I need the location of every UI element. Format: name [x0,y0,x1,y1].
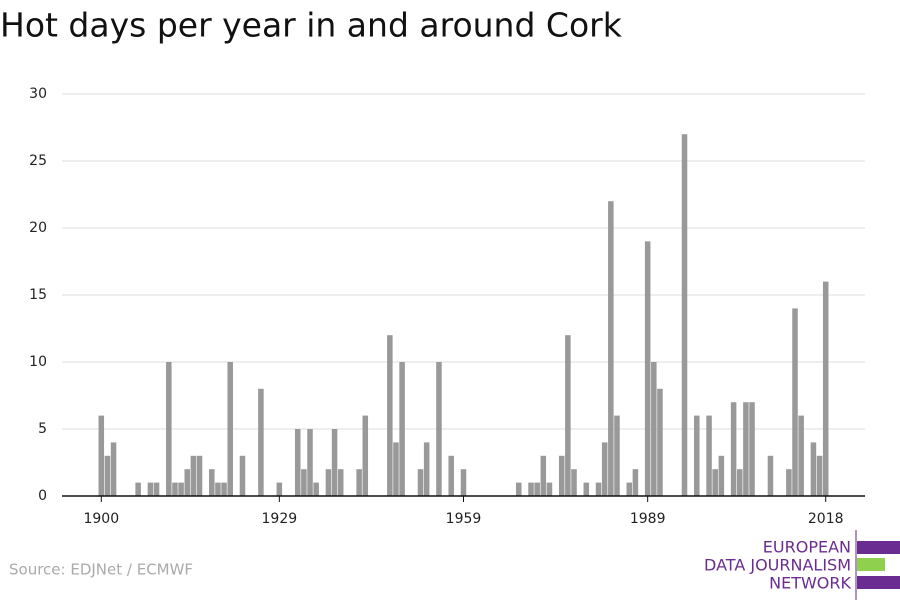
bar [515,482,522,496]
bar [540,455,547,496]
source: Source: EDJNet / ECMWF [9,561,193,579]
bar [221,482,227,496]
bar [743,402,749,496]
bar [258,388,264,496]
bar [822,281,829,496]
logo-text: DATA JOURNALISM [704,556,851,575]
bar [178,482,184,496]
bar [657,388,663,496]
bar [749,402,755,496]
bar [423,442,430,496]
bar [436,362,442,496]
y-tick-label: 10 [29,354,47,370]
bar [583,482,590,496]
y-tick-label: 30 [29,86,47,102]
bar [712,469,718,496]
bar [104,455,111,496]
bar [362,415,369,496]
logo-text: NETWORK [769,574,851,593]
bar [166,362,172,496]
bar [184,469,191,496]
chart-title: Hot days per year in and around Cork [0,6,623,45]
x-tick-label: 1929 [262,511,298,527]
bar [767,455,774,496]
y-tick-label: 5 [38,421,47,437]
bar [718,455,725,496]
bar [276,482,283,496]
bar [626,482,633,496]
bar [608,201,614,496]
y-tick-label: 25 [29,153,47,169]
bar [448,455,454,496]
bar [153,482,160,496]
bar [313,482,319,496]
y-tick-label: 15 [29,287,47,303]
bar [736,469,743,496]
bar [694,415,700,496]
x-tick-label: 1989 [630,511,666,527]
bar [816,455,823,496]
bar [325,469,332,496]
bar [239,455,246,496]
bar [614,415,620,496]
bar [528,482,534,496]
y-tick-label: 0 [38,488,47,504]
bar [110,442,117,496]
x-tick-label: 1959 [446,511,482,527]
bar [294,429,301,496]
bar [601,442,608,496]
bar [209,469,215,496]
bar [632,469,639,496]
bar [196,455,203,496]
logo-bar [857,576,900,589]
bar [534,482,540,496]
bar [558,455,565,496]
bar [307,429,313,496]
bar [399,362,405,496]
bar [565,335,571,496]
bar [798,415,804,496]
bar [681,134,688,496]
bar [227,362,233,496]
bar [331,429,338,496]
bar [190,455,197,496]
bar [356,469,362,496]
bar [337,469,344,496]
bar [595,482,602,496]
bar [571,469,577,496]
logo-bar [857,558,885,571]
bar [730,402,737,496]
bar [651,362,657,496]
bar [786,469,792,496]
bar [706,415,712,496]
bar [546,482,553,496]
bar [644,241,651,496]
bar [810,442,817,496]
bar [460,469,467,496]
bar [147,482,154,496]
y-tick-label: 20 [29,220,47,236]
bar [417,469,424,496]
bar [792,308,798,496]
bar [172,482,178,496]
logo-bar [857,541,900,554]
x-tick-label: 1900 [83,511,119,527]
bar [387,335,393,496]
bar [215,482,221,496]
bar [98,415,105,496]
logo-text: EUROPEAN [763,538,851,557]
bar [135,482,141,496]
bar [393,442,399,496]
bar [301,469,307,496]
x-tick-label: 2018 [808,511,844,527]
